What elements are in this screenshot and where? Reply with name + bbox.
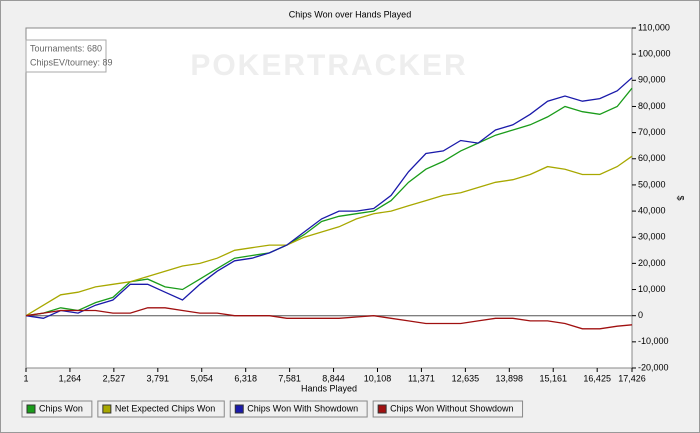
x-tick-label: 15,161 <box>539 373 567 383</box>
y-tick-label: 90,000 <box>638 75 666 85</box>
legend-border <box>229 400 368 418</box>
y-tick-label: 70,000 <box>638 127 666 137</box>
y-tick-label: 50,000 <box>638 179 666 189</box>
legend-label: Chips Won Without Showdown <box>390 403 513 413</box>
x-tick-label: 13,898 <box>496 373 524 383</box>
y-tick-label: 10,000 <box>638 284 666 294</box>
y-tick-label: -10,000 <box>638 336 669 346</box>
legend-label: Chips Won <box>39 403 83 413</box>
legend-label: Chips Won With Showdown <box>247 403 358 413</box>
y-tick-label: 60,000 <box>638 153 666 163</box>
x-tick-label: 12,635 <box>452 373 480 383</box>
x-tick-label: 3,791 <box>147 373 170 383</box>
y-tick-label: 30,000 <box>638 232 666 242</box>
y-tick-label: 80,000 <box>638 101 666 111</box>
legend-border <box>372 400 524 418</box>
legend-item: Chips Won <box>21 400 93 418</box>
legend-item: Net Expected Chips Won <box>97 400 225 418</box>
y-tick-label: 20,000 <box>638 258 666 268</box>
x-axis-label: Hands Played <box>301 383 357 393</box>
legend-swatch <box>377 404 387 414</box>
x-tick-label: 11,371 <box>408 373 435 383</box>
info-text: Tournaments: 680 <box>30 43 102 53</box>
x-tick-label: 2,527 <box>103 373 126 383</box>
legend-item: Chips Won Without Showdown <box>372 400 524 418</box>
legend-item: Chips Won With Showdown <box>229 400 368 418</box>
series-line <box>25 155 633 317</box>
chart-title: Chips Won over Hands Played <box>289 9 411 19</box>
legend-label: Net Expected Chips Won <box>115 403 215 413</box>
y-tick-label: 100,000 <box>638 49 671 59</box>
x-tick-label: 8,844 <box>322 373 345 383</box>
series-line <box>25 77 633 319</box>
legend-swatch <box>234 404 244 414</box>
info-text: ChipsEV/tourney: 89 <box>30 57 113 67</box>
legend-border <box>97 400 225 418</box>
plot-area <box>25 27 633 369</box>
x-tick-label: 10,108 <box>364 373 392 383</box>
y-tick-label: 40,000 <box>638 205 666 215</box>
y-tick-label: 0 <box>638 310 643 320</box>
info-box: Tournaments: 680 ChipsEV/tourney: 89 <box>25 39 113 73</box>
series-line <box>25 307 633 330</box>
y-axis-label: $ <box>676 195 686 200</box>
legend-border <box>21 400 93 418</box>
legend-swatch <box>26 404 36 414</box>
x-tick-label: 5,054 <box>190 373 213 383</box>
watermark: POKERTRACKER <box>190 49 467 82</box>
series-line <box>25 87 633 317</box>
x-tick-label: 7,581 <box>278 373 301 383</box>
y-tick-label: 110,000 <box>638 22 670 32</box>
legend-swatch <box>102 404 112 414</box>
x-tick-label: 16,425 <box>583 373 611 383</box>
x-tick-label: 6,318 <box>234 373 257 383</box>
x-tick-label: 17,426 <box>618 373 646 383</box>
x-tick-label: 1 <box>23 373 28 383</box>
info-border <box>25 39 107 73</box>
x-tick-label: 1,264 <box>59 373 82 383</box>
y-tick-label: -20,000 <box>638 362 669 372</box>
